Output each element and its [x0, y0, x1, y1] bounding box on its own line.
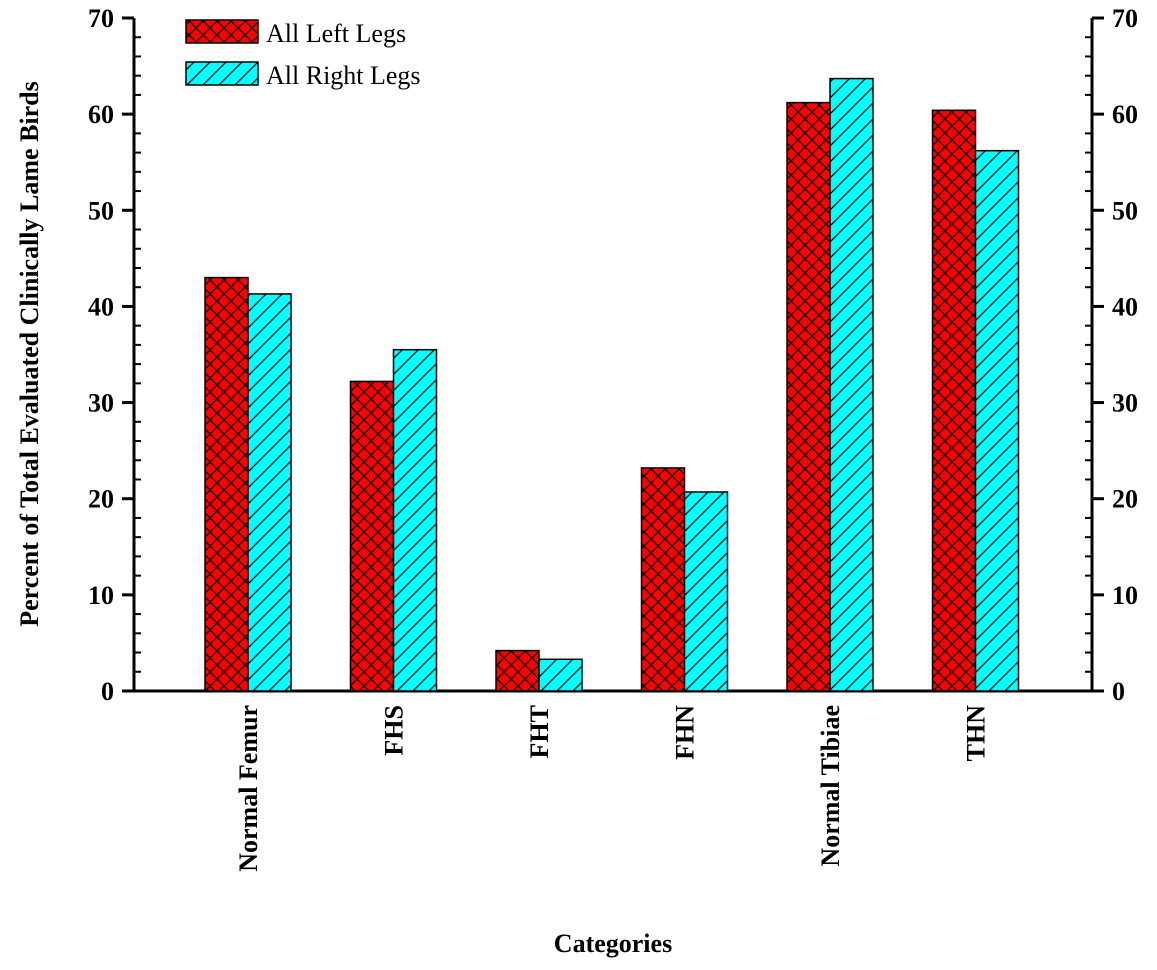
y-tick-label-left: 50 [88, 196, 114, 225]
category-label: THN [962, 705, 991, 762]
legend: All Left Legs All Right Legs [185, 19, 421, 90]
legend-swatch-left [185, 19, 259, 44]
bar-left-legs-3 [640, 467, 686, 692]
legend-label-left: All Left Legs [266, 19, 406, 48]
y-tick-label-right: 30 [1112, 389, 1138, 418]
bar-right-legs-0 [247, 293, 292, 692]
legend-label-right: All Right Legs [266, 61, 421, 90]
y-tick-label-right: 40 [1112, 292, 1138, 321]
category-label: Normal Tibiae [816, 705, 845, 867]
bar-left-legs-4 [786, 101, 831, 692]
y-tick-label-left: 30 [88, 389, 114, 418]
y-tick-label-left: 0 [101, 677, 114, 706]
y-tick-label-right: 60 [1112, 100, 1138, 129]
category-label: Normal Femur [234, 705, 263, 872]
y-tick-label-left: 20 [88, 485, 114, 514]
bar-left-legs-0 [204, 276, 249, 692]
bar-right-legs-3 [683, 491, 729, 692]
category-label: FHS [380, 705, 409, 756]
bar-left-legs-1 [349, 380, 395, 692]
y-tick-label-left: 60 [88, 100, 114, 129]
y-tick-label-right: 50 [1112, 196, 1138, 225]
y-tick-label-left: 70 [88, 4, 114, 33]
y-tick-label-left: 10 [88, 581, 114, 610]
category-label: FHT [525, 705, 554, 758]
y-tick-label-right: 0 [1112, 677, 1125, 706]
legend-swatch-right [185, 61, 259, 86]
bar-right-legs-5 [974, 149, 1020, 692]
bar-left-legs-5 [931, 109, 977, 692]
axes [122, 16, 1104, 693]
bar-right-legs-4 [829, 77, 874, 692]
x-axis-title: Categories [554, 929, 672, 958]
bar-left-legs-2 [495, 649, 540, 692]
labels: 0 0 10 10 20 20 30 30 40 40 50 50 60 60 70 70 Normal Fem… [88, 4, 1138, 872]
bars [204, 77, 1020, 692]
y-tick-label-right: 70 [1112, 4, 1138, 33]
y-tick-label-right: 10 [1112, 581, 1138, 610]
bar-right-legs-2 [538, 658, 583, 692]
y-axis-title: Percent of Total Evaluated Clinically La… [15, 81, 44, 627]
y-tick-label-left: 40 [88, 292, 114, 321]
y-tick-label-right: 20 [1112, 485, 1138, 514]
bar-right-legs-1 [392, 348, 438, 692]
category-label: FHN [671, 705, 700, 760]
